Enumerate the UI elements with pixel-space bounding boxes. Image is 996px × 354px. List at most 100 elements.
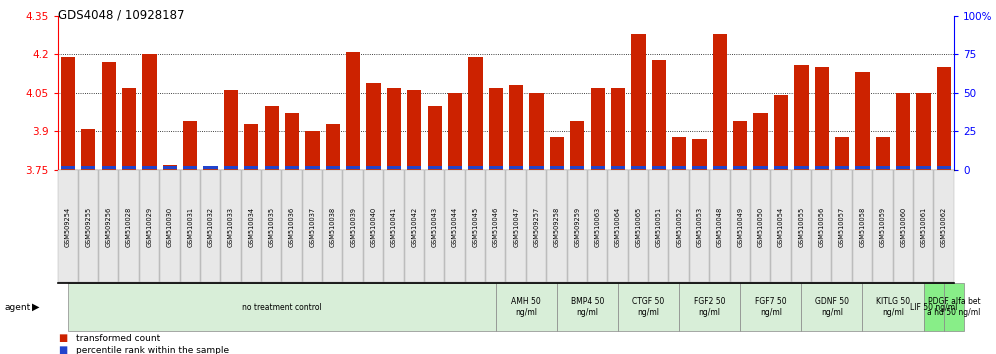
Bar <box>591 88 605 170</box>
Text: GSM510055: GSM510055 <box>799 206 805 247</box>
Bar <box>856 166 870 169</box>
Text: GSM510032: GSM510032 <box>207 206 213 247</box>
Text: GSM510064: GSM510064 <box>615 206 622 247</box>
Bar <box>203 167 218 170</box>
Bar <box>468 166 482 169</box>
Text: GSM510043: GSM510043 <box>431 206 437 247</box>
Text: GSM510036: GSM510036 <box>289 206 295 247</box>
Bar <box>407 90 421 170</box>
Bar <box>142 166 156 169</box>
Bar <box>448 93 462 170</box>
Bar <box>386 166 401 169</box>
Bar <box>651 59 666 170</box>
Text: GSM509256: GSM509256 <box>106 206 112 247</box>
Text: GSM510033: GSM510033 <box>228 207 234 246</box>
Bar <box>815 67 829 170</box>
Text: GSM510047: GSM510047 <box>513 206 519 247</box>
Bar <box>346 166 361 169</box>
Text: GSM510041: GSM510041 <box>390 206 397 247</box>
Text: GSM510048: GSM510048 <box>717 206 723 247</box>
Text: agent: agent <box>5 303 31 312</box>
Bar <box>794 166 809 169</box>
Text: GSM509257: GSM509257 <box>534 206 540 247</box>
Text: GSM510050: GSM510050 <box>758 206 764 247</box>
Bar <box>162 166 177 169</box>
Text: GSM510030: GSM510030 <box>166 206 173 247</box>
Bar <box>651 166 666 169</box>
Bar <box>306 166 320 169</box>
Text: BMP4 50
ng/ml: BMP4 50 ng/ml <box>571 297 605 317</box>
Bar <box>244 124 258 170</box>
Bar <box>754 166 768 169</box>
Bar <box>326 124 340 170</box>
Bar <box>509 166 523 169</box>
Text: GSM510037: GSM510037 <box>310 206 316 247</box>
Bar <box>82 166 96 169</box>
Bar <box>774 166 788 169</box>
Bar <box>326 166 340 169</box>
Text: GSM510060: GSM510060 <box>900 206 906 247</box>
Bar <box>672 166 686 169</box>
Bar <box>367 166 380 169</box>
Bar <box>916 93 930 170</box>
Bar <box>427 166 442 169</box>
Bar <box>306 131 320 170</box>
Bar <box>122 166 136 169</box>
Bar <box>774 96 788 170</box>
Text: GSM510056: GSM510056 <box>819 206 825 247</box>
Bar <box>448 166 462 169</box>
Bar <box>631 34 645 170</box>
Bar <box>856 73 870 170</box>
Bar <box>916 166 930 169</box>
Bar <box>896 166 910 169</box>
Text: CTGF 50
ng/ml: CTGF 50 ng/ml <box>632 297 664 317</box>
Bar <box>733 121 747 170</box>
Text: GSM510031: GSM510031 <box>187 207 193 246</box>
Text: GSM510053: GSM510053 <box>696 206 702 247</box>
Text: GSM510063: GSM510063 <box>595 206 601 247</box>
Bar <box>427 106 442 170</box>
Text: GSM510061: GSM510061 <box>920 206 926 247</box>
Bar <box>530 166 544 169</box>
Text: percentile rank within the sample: percentile rank within the sample <box>76 346 229 354</box>
Text: GSM509258: GSM509258 <box>554 206 560 247</box>
Bar <box>815 166 829 169</box>
Text: transformed count: transformed count <box>76 333 160 343</box>
Text: AMH 50
ng/ml: AMH 50 ng/ml <box>512 297 541 317</box>
Bar <box>875 166 890 169</box>
Text: GSM510054: GSM510054 <box>778 206 784 247</box>
Bar <box>346 52 361 170</box>
Text: GSM510051: GSM510051 <box>655 206 661 247</box>
Bar <box>692 139 706 170</box>
Bar <box>713 34 727 170</box>
Text: GSM510028: GSM510028 <box>126 206 132 247</box>
Text: GDNF 50
ng/ml: GDNF 50 ng/ml <box>815 297 849 317</box>
Text: GSM510045: GSM510045 <box>472 206 478 247</box>
Text: GSM509259: GSM509259 <box>575 206 581 247</box>
Bar <box>672 137 686 170</box>
Text: GSM510058: GSM510058 <box>860 206 866 247</box>
Bar <box>122 88 136 170</box>
Bar <box>937 67 951 170</box>
Text: GSM510040: GSM510040 <box>371 206 376 247</box>
Text: GSM510034: GSM510034 <box>248 206 254 247</box>
Bar <box>183 121 197 170</box>
Text: GSM510062: GSM510062 <box>941 206 947 247</box>
Bar <box>896 93 910 170</box>
Bar <box>692 166 706 169</box>
Bar <box>367 83 380 170</box>
Text: GSM509254: GSM509254 <box>65 206 71 247</box>
Bar <box>754 113 768 170</box>
Text: GDS4048 / 10928187: GDS4048 / 10928187 <box>58 9 184 22</box>
Bar <box>265 166 279 169</box>
Text: GSM510044: GSM510044 <box>452 206 458 247</box>
Text: LIF 50 ng/ml: LIF 50 ng/ml <box>910 303 957 312</box>
Bar <box>550 137 564 170</box>
Bar <box>550 166 564 169</box>
Text: GSM510057: GSM510057 <box>839 206 846 247</box>
Bar <box>875 137 890 170</box>
Bar <box>591 166 605 169</box>
Bar <box>468 57 482 170</box>
Bar <box>937 166 951 169</box>
Text: ▶: ▶ <box>32 302 40 312</box>
